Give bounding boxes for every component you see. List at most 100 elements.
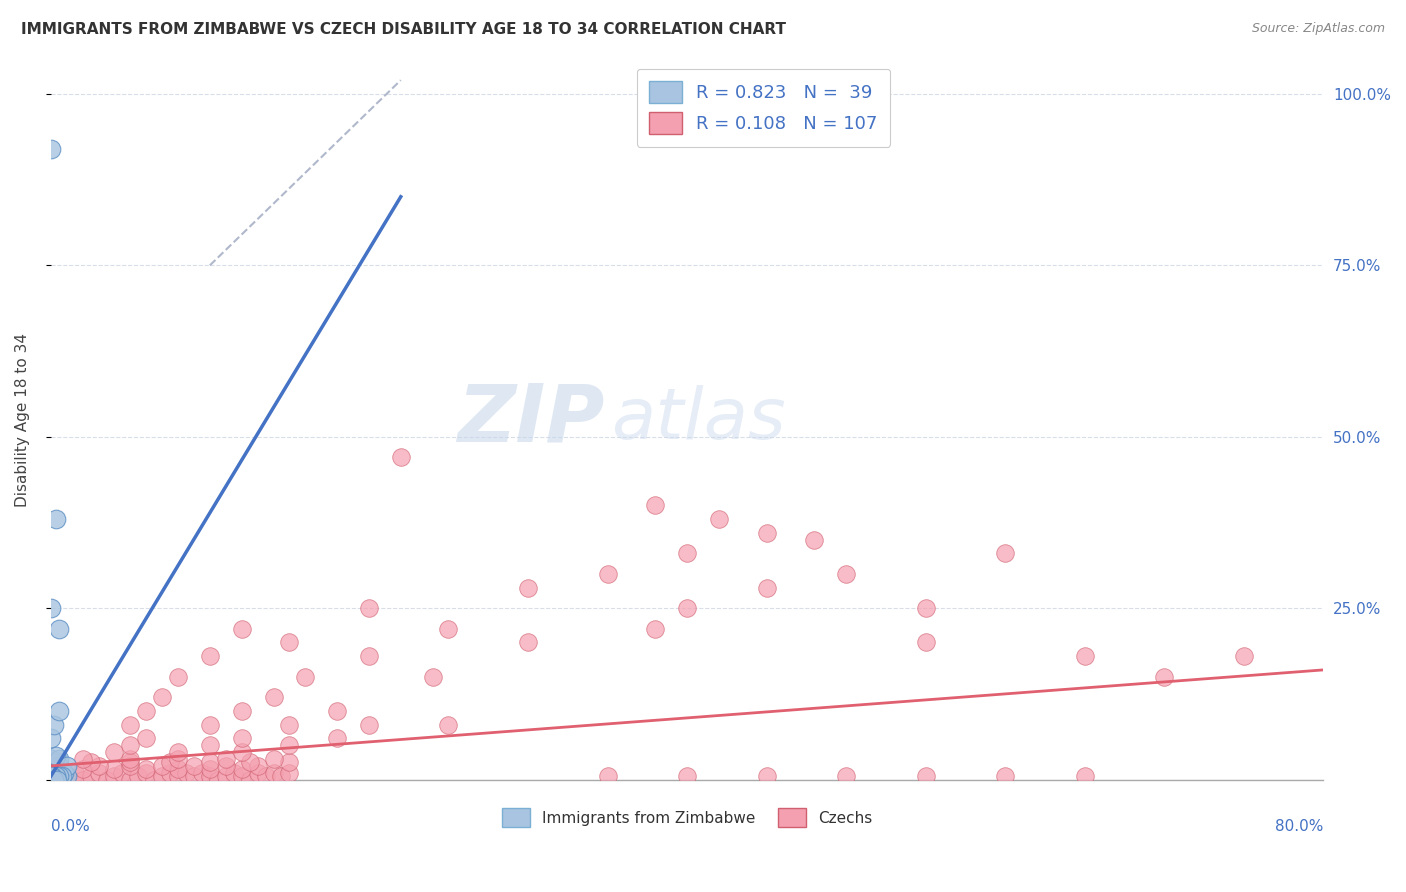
Point [45,772,67,787]
Point [45,748,67,763]
Point [48,772,70,787]
Point [422,670,444,684]
Point [278,635,301,649]
Point [517,581,540,595]
Point [103,769,125,783]
Point [294,670,316,684]
Point [676,769,699,783]
Point [48,622,70,636]
Point [207,772,229,787]
Text: 0.0%: 0.0% [51,819,90,834]
Point [357,649,380,664]
Point [231,731,253,746]
Point [150,759,173,773]
Text: Source: ZipAtlas.com: Source: ZipAtlas.com [1251,22,1385,36]
Point [263,690,285,705]
Point [755,769,778,783]
Point [72,752,94,766]
Point [39,142,62,156]
Point [143,772,166,787]
Point [42,769,65,783]
Point [48,704,70,718]
Point [278,756,301,770]
Point [803,533,825,547]
Point [135,704,157,718]
Point [239,756,262,770]
Point [239,772,262,787]
Point [55,769,77,783]
Point [87,765,110,780]
Point [159,756,181,770]
Point [120,752,142,766]
Point [42,759,65,773]
Point [51,769,73,783]
Point [120,756,142,770]
Point [198,769,221,783]
Point [167,745,190,759]
Point [437,718,460,732]
Point [278,718,301,732]
Y-axis label: Disability Age 18 to 34: Disability Age 18 to 34 [15,333,30,507]
Point [263,765,285,780]
Point [1073,649,1095,664]
Point [45,769,67,783]
Legend: Immigrants from Zimbabwe, Czechs: Immigrants from Zimbabwe, Czechs [496,802,879,833]
Point [63,765,86,780]
Point [270,769,292,783]
Point [231,769,253,783]
Point [39,762,62,776]
Point [755,581,778,595]
Point [835,566,858,581]
Text: ZIP: ZIP [457,381,605,458]
Point [215,769,238,783]
Point [644,622,666,636]
Text: 80.0%: 80.0% [1275,819,1323,834]
Point [198,649,221,664]
Point [183,769,205,783]
Point [254,769,277,783]
Point [174,765,197,780]
Point [120,739,142,753]
Point [278,739,301,753]
Point [55,769,77,783]
Point [278,765,301,780]
Point [39,765,62,780]
Point [326,704,349,718]
Point [596,566,619,581]
Point [183,759,205,773]
Point [707,512,730,526]
Point [120,772,142,787]
Point [326,731,349,746]
Point [755,525,778,540]
Point [103,762,125,776]
Point [42,718,65,732]
Point [39,772,62,787]
Point [644,499,666,513]
Point [48,769,70,783]
Point [150,769,173,783]
Point [41,769,63,783]
Point [676,601,699,615]
Point [215,752,238,766]
Point [1073,769,1095,783]
Point [914,601,936,615]
Point [55,759,77,773]
Point [87,759,110,773]
Point [39,752,62,766]
Point [246,765,269,780]
Point [46,765,69,780]
Point [46,772,69,787]
Point [835,769,858,783]
Point [72,772,94,787]
Point [198,756,221,770]
Point [437,622,460,636]
Point [676,546,699,560]
Point [46,756,69,770]
Point [263,752,285,766]
Point [39,772,62,787]
Point [994,769,1017,783]
Point [79,769,101,783]
Point [120,759,142,773]
Point [231,745,253,759]
Point [48,752,70,766]
